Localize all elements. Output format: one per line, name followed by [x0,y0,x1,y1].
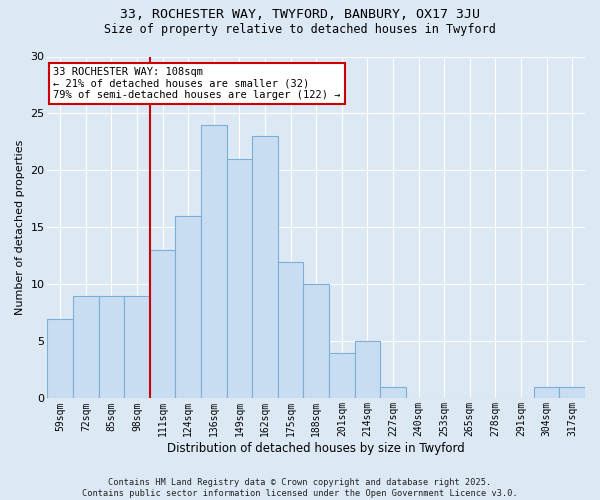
Bar [380,387,406,398]
Bar [304,284,329,399]
Bar [150,250,175,398]
Bar [201,125,227,398]
Bar [175,216,201,398]
Bar [278,262,304,398]
Bar [329,353,355,399]
Text: 33, ROCHESTER WAY, TWYFORD, BANBURY, OX17 3JU: 33, ROCHESTER WAY, TWYFORD, BANBURY, OX1… [120,8,480,20]
Bar [124,296,150,398]
Bar [252,136,278,398]
Y-axis label: Number of detached properties: Number of detached properties [15,140,25,315]
Bar [73,296,98,398]
X-axis label: Distribution of detached houses by size in Twyford: Distribution of detached houses by size … [167,442,465,455]
Text: Size of property relative to detached houses in Twyford: Size of property relative to detached ho… [104,22,496,36]
Bar [98,296,124,398]
Bar [534,387,559,398]
Text: Contains HM Land Registry data © Crown copyright and database right 2025.
Contai: Contains HM Land Registry data © Crown c… [82,478,518,498]
Bar [227,159,252,398]
Bar [559,387,585,398]
Bar [47,318,73,398]
Bar [355,342,380,398]
Text: 33 ROCHESTER WAY: 108sqm
← 21% of detached houses are smaller (32)
79% of semi-d: 33 ROCHESTER WAY: 108sqm ← 21% of detach… [53,67,340,100]
